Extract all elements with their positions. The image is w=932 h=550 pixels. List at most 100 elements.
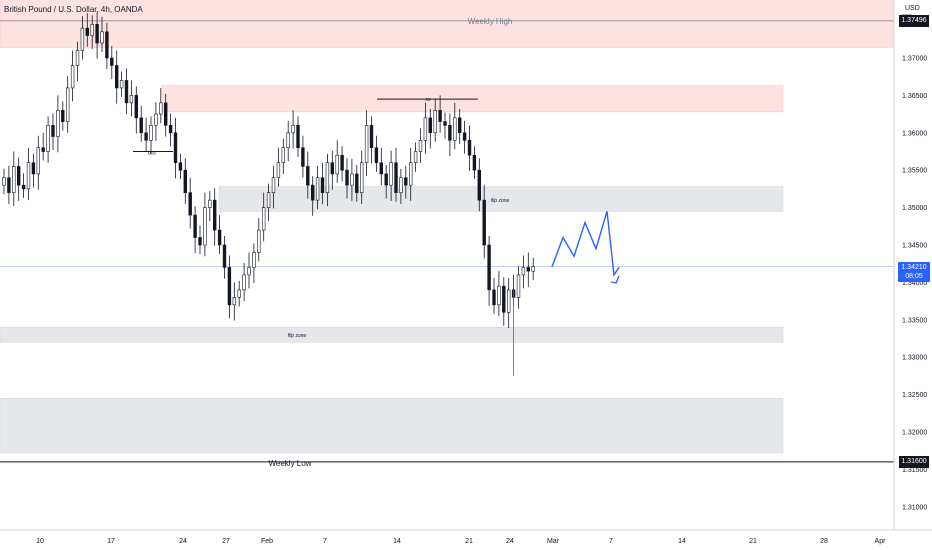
candle-body — [90, 24, 94, 36]
candle-body — [252, 252, 256, 268]
candle-body — [178, 162, 183, 171]
currency-label[interactable]: USD — [905, 5, 920, 12]
price-tick: 1.33500 — [902, 317, 927, 324]
weekly-high-price-box: 1.37496 — [899, 15, 929, 27]
candle-body — [164, 102, 168, 126]
candle-body — [482, 199, 486, 246]
time-tick: 21 — [749, 538, 757, 545]
weekly-low-label: Weekly Low — [269, 459, 312, 468]
candle-body — [286, 132, 290, 149]
candle-body — [85, 27, 90, 36]
candle-body — [389, 162, 393, 186]
candle-body — [134, 95, 138, 119]
price-tick: 1.31000 — [902, 504, 927, 511]
candle-body — [119, 80, 124, 89]
bos-label: bos — [148, 151, 157, 157]
last-price-badge: 1.34210 08:05 — [898, 262, 930, 282]
candle-body — [423, 117, 428, 141]
candle-body — [448, 125, 452, 141]
candle-body — [310, 184, 315, 201]
candle-body — [124, 80, 129, 104]
candle-body — [364, 125, 369, 164]
candle-body — [526, 267, 531, 272]
candle-body — [394, 162, 398, 193]
candle-body — [457, 117, 462, 134]
candle-body — [139, 117, 143, 134]
candle-body — [75, 50, 80, 66]
candle-body — [144, 132, 148, 141]
candle-body — [41, 147, 45, 152]
candle-body — [291, 125, 295, 134]
candle-body — [296, 125, 300, 149]
time-tick: 28 — [820, 538, 828, 545]
candle-body — [281, 147, 285, 164]
weekly-high-label: Weekly High — [468, 17, 513, 26]
candle-body — [487, 244, 491, 291]
candle-body — [301, 147, 305, 167]
candle-body — [462, 132, 467, 141]
time-tick: 14 — [393, 538, 401, 545]
time-tick: 24 — [179, 538, 187, 545]
candle-body — [413, 151, 418, 164]
candle-body — [66, 87, 70, 122]
candle-body — [506, 289, 511, 313]
candle-body — [159, 102, 163, 115]
candle-body — [46, 125, 50, 152]
candle-body — [404, 177, 408, 186]
xx-label: xx — [425, 97, 432, 103]
countdown: 08:05 — [905, 273, 923, 280]
candle-body — [355, 173, 359, 193]
candle-body — [193, 214, 197, 238]
candle-body — [12, 166, 16, 193]
candle-body — [173, 132, 178, 164]
candle-body — [408, 162, 413, 186]
zone-weekly-high-supply — [0, 0, 894, 48]
candle-body — [492, 289, 496, 306]
candle-body — [227, 267, 232, 306]
candle-body — [232, 297, 236, 306]
candle-body — [379, 162, 383, 175]
candle-body — [198, 237, 202, 246]
candle-body — [516, 274, 521, 298]
time-tick: Apr — [875, 538, 887, 545]
candle-body — [213, 199, 217, 231]
zone-flip-zone-lower — [0, 327, 784, 343]
candle-body — [80, 27, 85, 51]
time-tick: 17 — [107, 538, 115, 545]
candle-body — [315, 177, 320, 201]
candle-body — [247, 267, 251, 276]
candle-body — [105, 31, 109, 59]
candle-body — [502, 285, 506, 313]
candle-body — [428, 117, 432, 134]
candle-body — [374, 147, 379, 164]
projection-arrowhead — [610, 275, 620, 284]
time-tick: 10 — [36, 538, 44, 545]
price-tick: 1.34500 — [902, 243, 927, 250]
candle-body — [203, 207, 207, 246]
candle-body — [330, 162, 334, 175]
candle-body — [70, 65, 75, 89]
candle-body — [110, 57, 114, 66]
symbol-title[interactable]: British Pound / U.S. Dollar, 4h, OANDA — [4, 5, 143, 14]
price-tick: 1.31500 — [902, 467, 927, 474]
price-tick: 1.32000 — [902, 430, 927, 437]
candle-body — [320, 177, 325, 193]
last-price: 1.34210 — [901, 264, 927, 271]
candle-body — [369, 125, 374, 149]
candle-body — [21, 184, 26, 190]
price-tick: 1.37000 — [902, 56, 927, 63]
projection-path — [551, 211, 620, 277]
time-tick: Feb — [261, 538, 273, 545]
candle-body — [222, 244, 227, 268]
candle-body — [2, 177, 6, 186]
candle-body — [51, 125, 55, 137]
candle-body — [242, 274, 246, 291]
candle-body — [95, 24, 99, 44]
candle-body — [31, 162, 36, 175]
candle-body — [26, 162, 31, 190]
candle-body — [261, 207, 266, 231]
time-tick: 7 — [609, 538, 613, 545]
candle-body — [217, 229, 222, 246]
zone-demand — [0, 398, 784, 454]
